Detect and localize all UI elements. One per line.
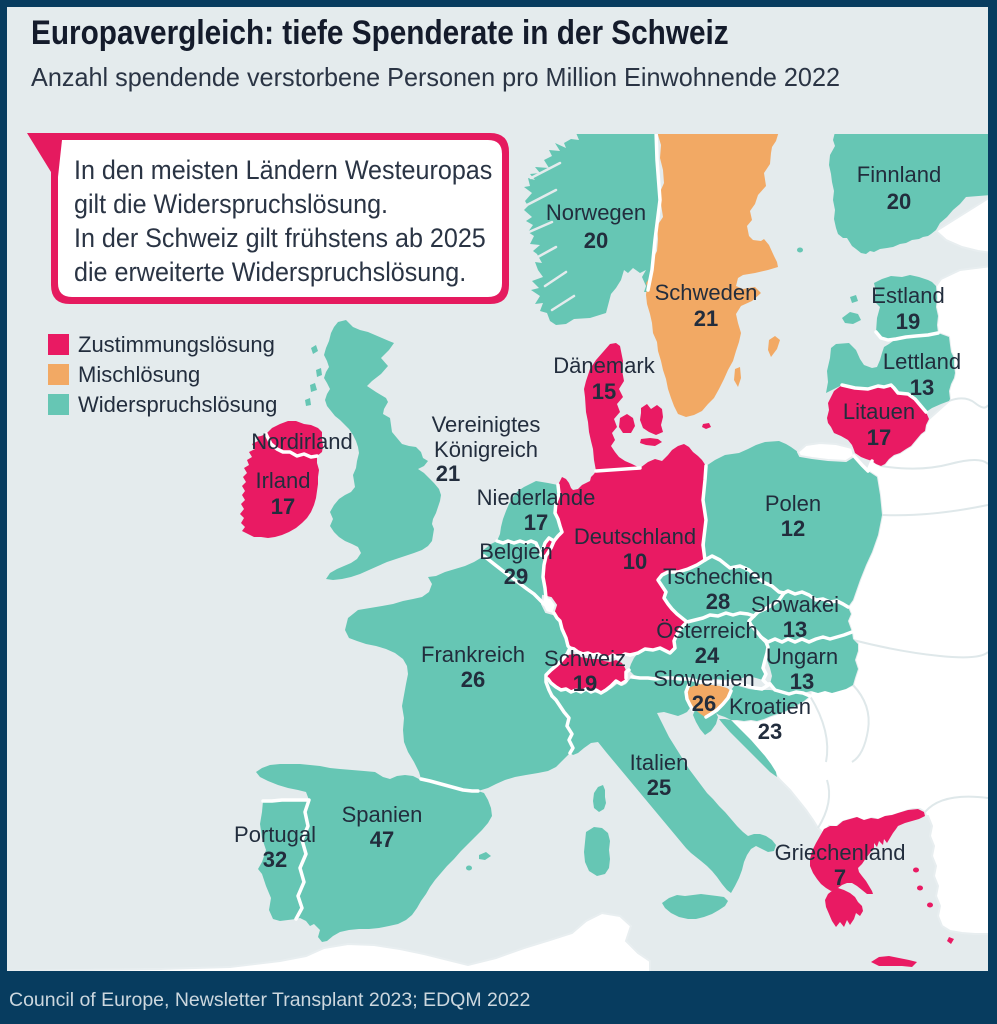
svg-text:Spanien: Spanien — [342, 802, 423, 827]
svg-text:Österreich: Österreich — [656, 618, 757, 643]
svg-text:19: 19 — [573, 671, 597, 696]
svg-text:21: 21 — [436, 461, 460, 486]
svg-text:Slowakei: Slowakei — [751, 592, 839, 617]
svg-text:Slowenien: Slowenien — [653, 666, 755, 691]
svg-text:Dänemark: Dänemark — [553, 353, 655, 378]
svg-text:17: 17 — [524, 510, 548, 535]
svg-text:7: 7 — [834, 865, 846, 890]
svg-text:21: 21 — [694, 306, 718, 331]
svg-text:Litauen: Litauen — [843, 399, 915, 424]
svg-text:Schweiz: Schweiz — [544, 646, 626, 671]
svg-text:Estland: Estland — [871, 283, 944, 308]
svg-text:17: 17 — [867, 425, 891, 450]
svg-text:Polen: Polen — [765, 491, 821, 516]
svg-text:Irland: Irland — [255, 468, 310, 493]
svg-text:20: 20 — [887, 189, 911, 214]
svg-text:Griechenland: Griechenland — [775, 840, 906, 865]
svg-text:Norwegen: Norwegen — [546, 200, 646, 225]
svg-text:Italien: Italien — [630, 750, 689, 775]
svg-text:26: 26 — [461, 667, 485, 692]
svg-text:15: 15 — [592, 379, 616, 404]
svg-text:Frankreich: Frankreich — [421, 642, 525, 667]
svg-text:Kroatien: Kroatien — [729, 694, 811, 719]
svg-text:Ungarn: Ungarn — [766, 644, 838, 669]
svg-text:29: 29 — [504, 564, 528, 589]
svg-text:Schweden: Schweden — [655, 280, 758, 305]
svg-text:32: 32 — [263, 847, 287, 872]
svg-text:13: 13 — [783, 617, 807, 642]
svg-text:Belgien: Belgien — [479, 539, 552, 564]
svg-text:Niederlande: Niederlande — [477, 485, 596, 510]
svg-text:12: 12 — [781, 516, 805, 541]
svg-text:10: 10 — [623, 549, 647, 574]
svg-text:Deutschland: Deutschland — [574, 524, 696, 549]
svg-text:20: 20 — [584, 228, 608, 253]
svg-text:47: 47 — [370, 827, 394, 852]
svg-text:26: 26 — [692, 691, 716, 716]
svg-text:28: 28 — [706, 589, 730, 614]
svg-text:Königreich: Königreich — [434, 437, 538, 462]
svg-text:Tschechien: Tschechien — [663, 564, 773, 589]
svg-text:19: 19 — [896, 309, 920, 334]
svg-text:13: 13 — [790, 669, 814, 694]
svg-text:Nordirland: Nordirland — [251, 429, 353, 454]
svg-text:17: 17 — [271, 494, 295, 519]
svg-text:Lettland: Lettland — [883, 349, 961, 374]
svg-text:24: 24 — [695, 643, 720, 668]
svg-text:Vereinigtes: Vereinigtes — [432, 412, 541, 437]
svg-text:Finnland: Finnland — [857, 162, 941, 187]
svg-text:Portugal: Portugal — [234, 822, 316, 847]
svg-text:25: 25 — [647, 775, 671, 800]
svg-text:23: 23 — [758, 719, 782, 744]
svg-text:13: 13 — [910, 375, 934, 400]
